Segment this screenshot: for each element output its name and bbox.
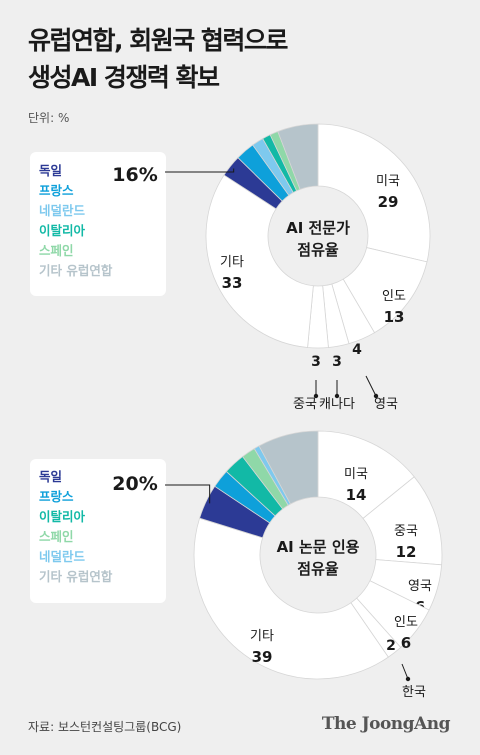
leader-dot-한국 <box>405 676 411 682</box>
center-label-line-1: AI 전문가 <box>286 219 350 237</box>
category-label-인도: 인도 <box>394 615 418 630</box>
value-label-미국: 14 <box>346 486 367 504</box>
center-label-line-2: 점유율 <box>297 560 339 578</box>
slice-기타 <box>193 517 389 680</box>
title-line-1: 유럽연합, 회원국 협력으로 <box>28 26 288 55</box>
value-label-캐나다: 3 <box>332 354 342 370</box>
value-label-인도: 6 <box>401 634 411 652</box>
title-line-2: 생성AI 경쟁력 확보 <box>28 63 220 92</box>
legend-item-독일: 독일 <box>39 163 62 178</box>
donut-chart-2: 미국14중국12영국6인도62한국기타39AI 논문 인용점유율독일프랑스이탈리… <box>30 430 443 700</box>
unit-label: 단위: % <box>28 111 70 125</box>
category-label-인도: 인도 <box>382 289 406 304</box>
value-label-인도: 13 <box>384 308 405 326</box>
category-label-영국: 영국 <box>374 397 398 412</box>
slice-기타-유럽연합 <box>277 123 319 190</box>
eu-share-leader <box>165 484 211 504</box>
legend-item-프랑스: 프랑스 <box>39 183 74 198</box>
legend-item-네덜란드: 네덜란드 <box>39 203 86 218</box>
value-label-한국: 2 <box>386 638 396 654</box>
value-label-기타: 39 <box>252 648 273 666</box>
slice-미국 <box>317 123 431 263</box>
value-label-기타: 33 <box>222 274 243 292</box>
category-label-기타: 기타 <box>220 255 244 270</box>
leader-dot-캐나다 <box>334 393 340 399</box>
chart-title: 유럽연합, 회원국 협력으로 생성AI 경쟁력 확보 <box>28 22 288 96</box>
category-label-미국: 미국 <box>376 174 400 189</box>
category-label-영국: 영국 <box>408 579 432 594</box>
value-label-중국: 12 <box>396 543 417 561</box>
legend-item-기타-유럽연합: 기타 유럽연합 <box>39 263 113 278</box>
legend-item-네덜란드: 네덜란드 <box>39 549 86 564</box>
value-label-영국: 4 <box>352 342 362 358</box>
leader-한국 <box>401 663 409 680</box>
eu-share-label: 16% <box>112 164 157 186</box>
category-label-기타: 기타 <box>250 629 274 644</box>
leader-dot-중국 <box>313 393 319 399</box>
category-label-중국: 중국 <box>394 524 418 539</box>
legend-item-이탈리아: 이탈리아 <box>39 509 86 524</box>
eu-share-label: 20% <box>112 473 157 495</box>
legend-item-이탈리아: 이탈리아 <box>39 223 86 238</box>
legend-item-독일: 독일 <box>39 469 62 484</box>
slice-기타-유럽연합 <box>258 430 319 505</box>
category-label-미국: 미국 <box>344 467 368 482</box>
brand-logo: The JoongAng <box>321 714 451 734</box>
legend-box <box>30 152 166 296</box>
center-label-line-2: 점유율 <box>297 241 339 259</box>
legend-item-기타-유럽연합: 기타 유럽연합 <box>39 569 113 584</box>
center-label-line-1: AI 논문 인용 <box>277 538 360 556</box>
leader-dot-영국 <box>373 393 379 399</box>
legend-item-스페인: 스페인 <box>39 529 74 544</box>
eu-share-leader <box>165 168 235 173</box>
value-label-미국: 29 <box>378 193 399 211</box>
source-note: 자료: 보스턴컨설팅그룹(BCG) <box>28 720 182 734</box>
slice-기타 <box>205 174 314 348</box>
category-label-중국: 중국 <box>293 397 317 412</box>
value-label-중국: 3 <box>311 354 321 370</box>
legend-item-스페인: 스페인 <box>39 243 74 258</box>
legend-item-프랑스: 프랑스 <box>39 489 74 504</box>
category-label-캐나다: 캐나다 <box>319 397 355 412</box>
legend-box <box>30 459 166 603</box>
category-label-한국: 한국 <box>402 685 426 700</box>
leader-영국 <box>365 375 377 397</box>
